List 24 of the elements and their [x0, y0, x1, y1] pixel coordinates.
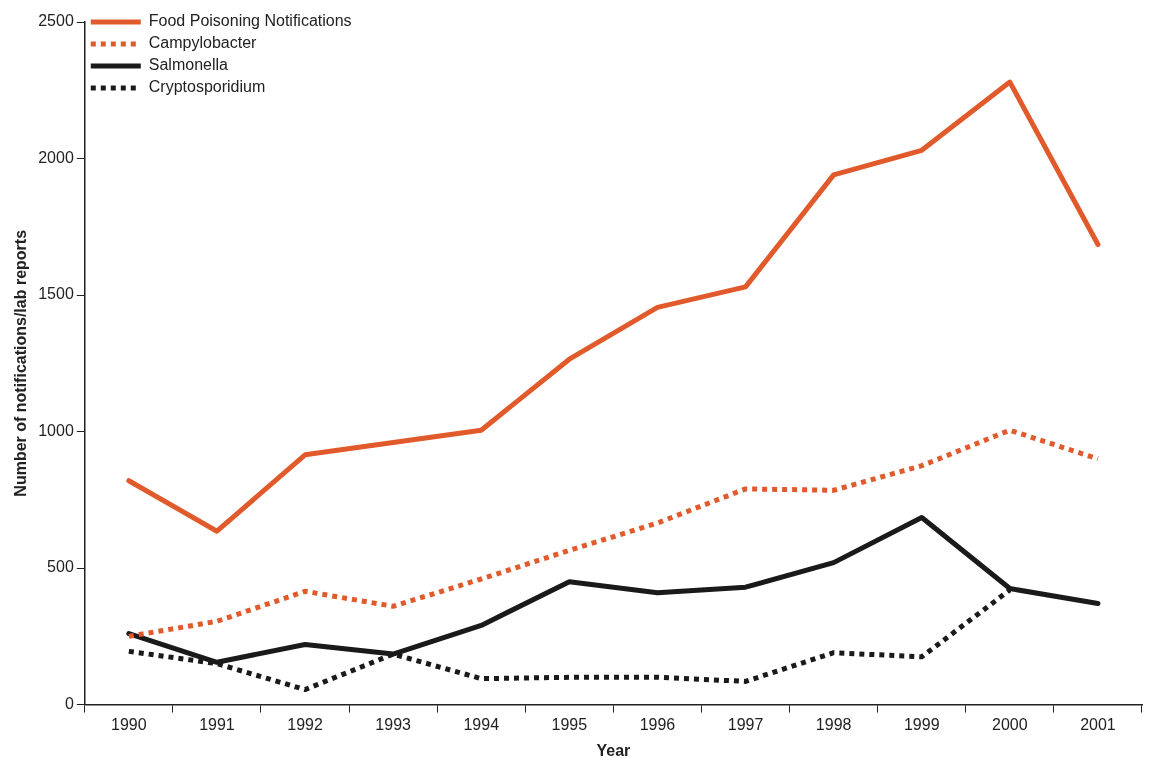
- x-tick-label: 1997: [727, 715, 764, 733]
- y-tick-label: 500: [47, 558, 74, 576]
- x-tick-label: 2000: [992, 715, 1028, 733]
- x-tick-label: 1990: [111, 715, 147, 733]
- x-axis-title: Year: [596, 741, 631, 759]
- y-tick-label: 1500: [38, 285, 74, 303]
- x-tick-label: 1991: [199, 715, 235, 733]
- x-tick-label: 1998: [815, 715, 852, 733]
- x-tick-label: 1994: [463, 715, 500, 733]
- x-tick-label: 2001: [1080, 715, 1116, 733]
- y-tick-label: 2500: [38, 12, 74, 30]
- legend-label: Food Poisoning Notifications: [148, 12, 352, 30]
- x-tick-label: 1999: [903, 715, 940, 733]
- y-axis-title: Number of notifications/lab reports: [12, 229, 30, 497]
- y-tick-label: 2000: [38, 148, 74, 166]
- legend-label: Salmonella: [148, 56, 229, 74]
- y-tick-label: 1000: [38, 421, 74, 439]
- x-tick-label: 1992: [287, 715, 323, 733]
- x-tick-label: 1993: [375, 715, 412, 733]
- x-tick-label: 1996: [639, 715, 676, 733]
- legend-label: Campylobacter: [148, 34, 258, 52]
- x-tick-label: 1995: [551, 715, 588, 733]
- legend-label: Cryptosporidium: [148, 78, 266, 96]
- y-tick-label: 0: [64, 695, 74, 713]
